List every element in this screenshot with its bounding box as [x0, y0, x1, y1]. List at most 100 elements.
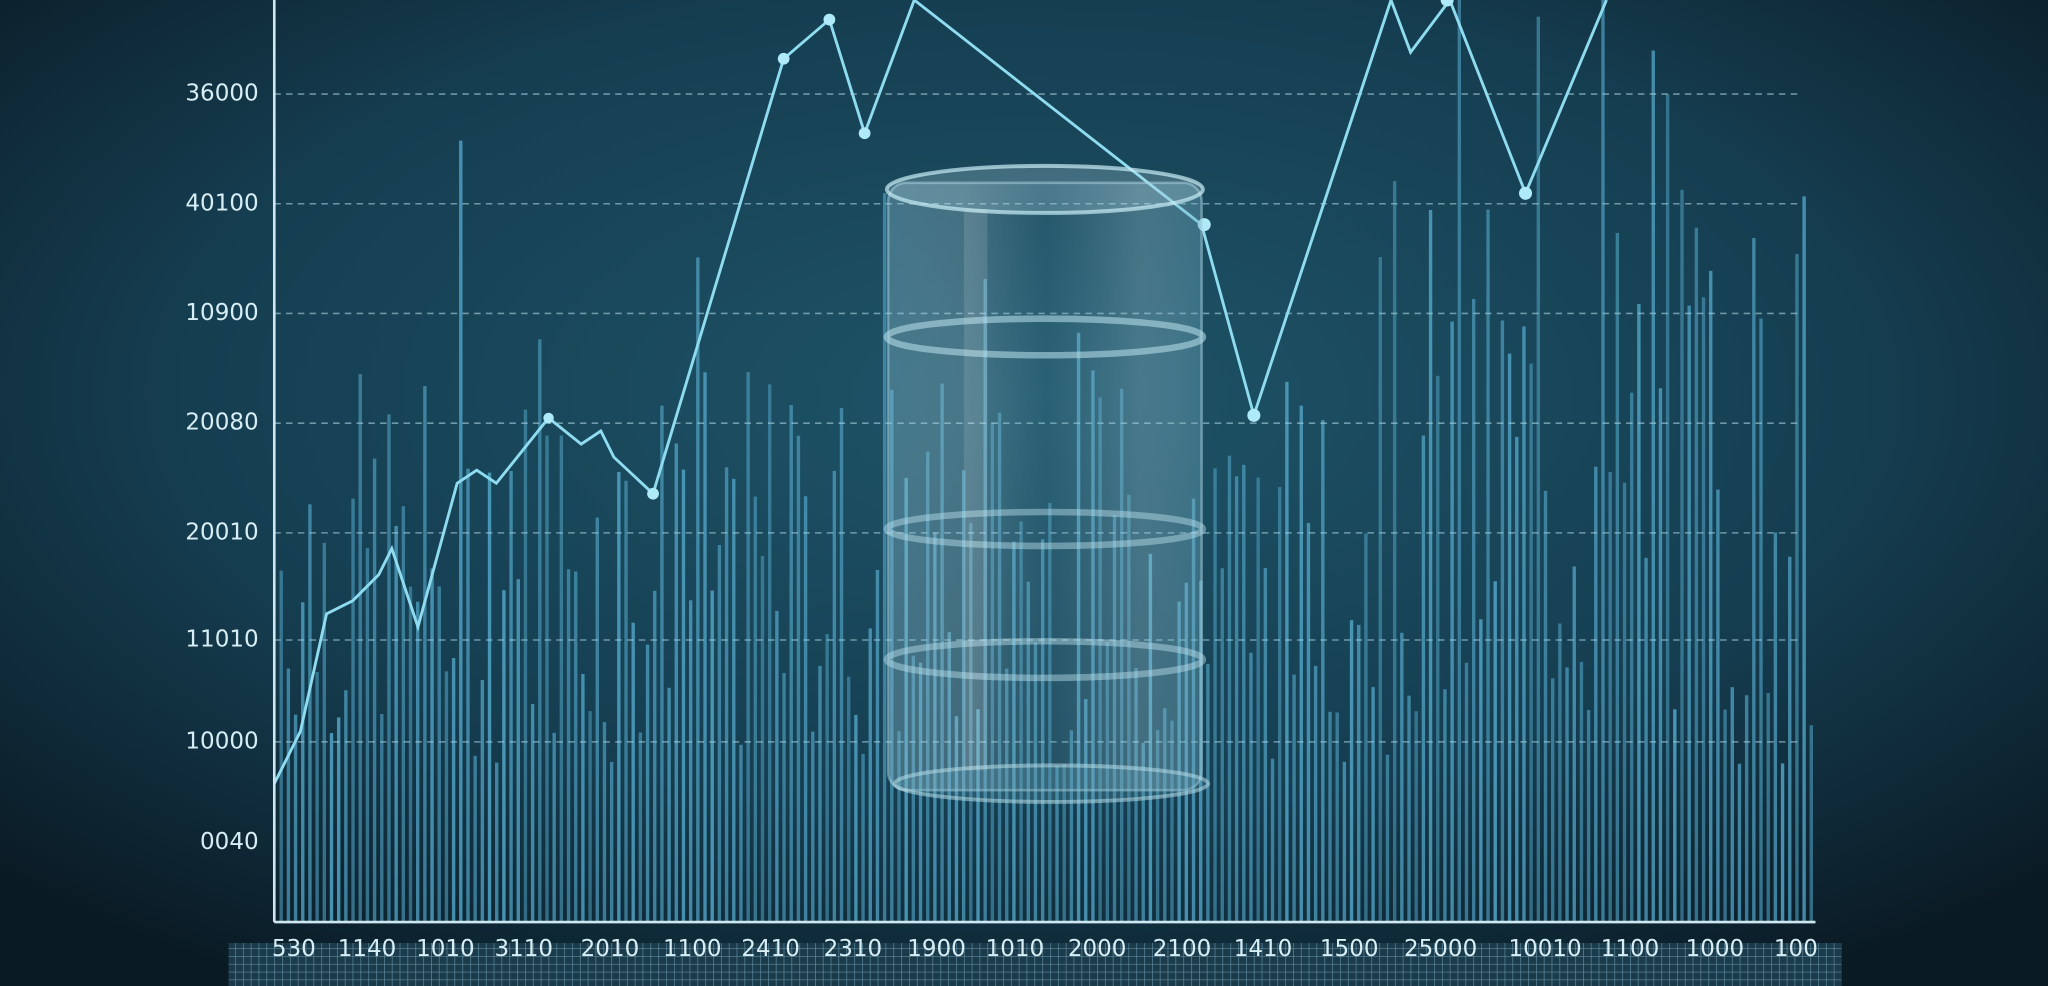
bar [631, 622, 635, 923]
bar [1084, 699, 1088, 923]
bar [1752, 238, 1756, 923]
bar [1005, 668, 1009, 923]
bar [581, 673, 585, 923]
bar [954, 716, 959, 923]
bar [1737, 763, 1742, 923]
bar [301, 602, 305, 923]
bar [473, 755, 477, 923]
bar [717, 545, 722, 923]
bar [847, 676, 851, 923]
trend-line [272, 0, 1608, 785]
bar [1407, 695, 1411, 923]
bar [1170, 720, 1174, 923]
bar [415, 601, 420, 923]
bar [1464, 662, 1469, 923]
bar [1278, 487, 1282, 923]
bar [645, 644, 650, 923]
barrel [883, 163, 1211, 804]
bar [459, 140, 463, 923]
bar [394, 525, 398, 923]
bar [1515, 436, 1519, 923]
x-label: 2410 [741, 936, 800, 962]
bar [1436, 375, 1440, 923]
bar [1249, 652, 1253, 923]
bar [1335, 712, 1339, 923]
bar [1709, 270, 1713, 923]
x-label: 25000 [1404, 936, 1477, 962]
bar [336, 717, 341, 923]
bar [660, 405, 664, 923]
bar [509, 470, 513, 923]
bar [480, 679, 485, 923]
x-label: 100 [1774, 936, 1818, 962]
bar [1723, 709, 1727, 923]
bar [696, 257, 700, 923]
y-label: 20080 [185, 410, 258, 436]
y-label: 10900 [185, 300, 258, 326]
bar [1163, 708, 1167, 923]
x-label: 1010 [416, 936, 475, 962]
x-label: 530 [272, 936, 316, 962]
bar [1378, 257, 1382, 923]
bar [1673, 709, 1677, 923]
bar [1500, 320, 1505, 923]
bar [1242, 464, 1246, 923]
bar [380, 713, 384, 923]
bar [1730, 687, 1734, 923]
bar [1055, 765, 1059, 923]
bar [1234, 476, 1239, 923]
bar [1270, 758, 1275, 923]
bar [1292, 674, 1296, 923]
x-label: 1900 [907, 936, 966, 962]
bar [703, 372, 707, 923]
x-label: 2000 [1068, 936, 1127, 962]
bar [789, 404, 793, 923]
bar [487, 472, 492, 923]
bar [624, 480, 628, 923]
bar [1414, 711, 1418, 923]
x-label: 1010 [986, 936, 1045, 962]
bar [1644, 557, 1648, 923]
bar [875, 569, 880, 923]
bar [1558, 623, 1562, 923]
bar [1608, 472, 1612, 923]
bar [674, 443, 678, 923]
bar [811, 731, 815, 923]
bar [293, 714, 298, 923]
bar [1615, 232, 1620, 923]
bar [1263, 568, 1268, 923]
bar [279, 570, 283, 923]
bar [832, 470, 837, 923]
bar [523, 409, 528, 923]
bar [1809, 725, 1813, 923]
bar [839, 407, 844, 923]
bar [372, 458, 377, 923]
bar [1694, 227, 1699, 923]
bar [1213, 468, 1217, 923]
bar [732, 478, 736, 923]
bar [1479, 619, 1483, 923]
x-label: 2010 [581, 936, 640, 962]
bar [710, 590, 714, 923]
bar [1507, 353, 1512, 923]
bar [1493, 581, 1497, 923]
x-label: 3110 [494, 936, 553, 962]
bar [1349, 620, 1354, 923]
bar [1299, 405, 1303, 923]
y-label: 10000 [185, 728, 258, 754]
bar [1665, 94, 1670, 923]
bar [1766, 693, 1770, 923]
bar [775, 610, 779, 923]
bar [1788, 556, 1792, 923]
bar [882, 193, 887, 923]
bar [854, 714, 858, 923]
bar [1471, 299, 1476, 923]
bar [861, 753, 865, 923]
bar [530, 704, 535, 923]
bar [516, 579, 520, 923]
bar [897, 731, 901, 923]
bar [1543, 490, 1548, 923]
bar [401, 506, 406, 923]
bar [1385, 754, 1390, 923]
